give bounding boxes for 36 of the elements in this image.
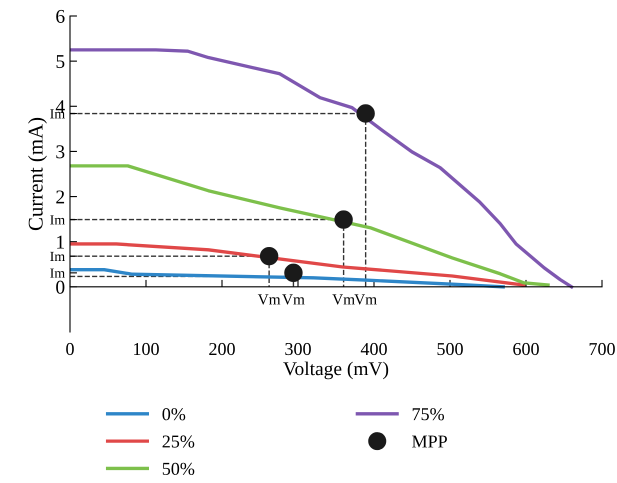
- legend-label: 75%: [412, 408, 444, 420]
- point: [334, 210, 353, 229]
- legend-label: 50%: [162, 462, 194, 475]
- x-tick-label: 700: [590, 342, 615, 356]
- x-tick-label: 100: [134, 342, 159, 356]
- line-series: [70, 242, 526, 287]
- y-tick-label: 5: [56, 55, 64, 68]
- y-axis-title: Current (mA): [28, 118, 47, 230]
- y-tick-label: Im: [50, 252, 65, 261]
- y-tick-label: 0: [56, 280, 64, 294]
- line-series: [70, 48, 574, 289]
- x-tick-label: 0: [66, 342, 74, 356]
- annotation: Vm: [332, 294, 355, 305]
- point: [260, 246, 278, 266]
- x-tick-label: 500: [438, 342, 463, 356]
- y-tick-label: Im: [50, 215, 65, 224]
- x-axis-title: Voltage (mV): [283, 362, 388, 380]
- x-tick-label: 600: [513, 342, 539, 356]
- line-series: [70, 268, 505, 289]
- annotation: Vm: [258, 294, 280, 305]
- line-series: [70, 164, 550, 287]
- legend-label: 25%: [162, 435, 194, 448]
- annotation: Vm: [354, 294, 377, 305]
- y-tick-label: 3: [56, 145, 64, 158]
- x-tick-label: 200: [209, 342, 235, 356]
- annotation: Vm: [282, 294, 305, 305]
- legend-label: 0%: [162, 408, 186, 420]
- point: [284, 264, 303, 282]
- y-tick-label: 2: [56, 190, 64, 204]
- x-tick-label: 400: [360, 342, 387, 356]
- x-tick-label: 300: [285, 342, 311, 356]
- y-tick-label: 1: [57, 236, 64, 248]
- legend-label: MPP: [412, 436, 447, 448]
- y-tick-label: Im: [50, 268, 65, 278]
- y-tick-label: 6: [56, 10, 65, 23]
- point: [356, 104, 375, 123]
